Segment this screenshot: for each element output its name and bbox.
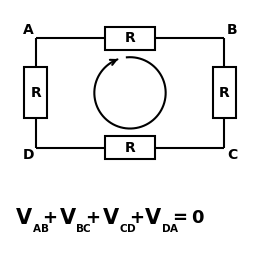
FancyBboxPatch shape <box>24 67 47 118</box>
Text: $\mathbf{V}$: $\mathbf{V}$ <box>59 208 77 228</box>
Text: $\mathbf{+}$: $\mathbf{+}$ <box>42 209 57 227</box>
FancyBboxPatch shape <box>105 27 155 50</box>
Text: $\mathbf{V}$: $\mathbf{V}$ <box>144 208 162 228</box>
Text: R: R <box>30 86 41 100</box>
Text: R: R <box>125 31 135 45</box>
Text: $\mathbf{V}$: $\mathbf{V}$ <box>15 208 33 228</box>
Text: $\mathbf{V}$: $\mathbf{V}$ <box>102 208 120 228</box>
FancyBboxPatch shape <box>213 67 236 118</box>
Text: $\mathbf{+}$: $\mathbf{+}$ <box>129 209 144 227</box>
Text: D: D <box>22 148 34 162</box>
Text: $\mathbf{= 0}$: $\mathbf{= 0}$ <box>170 209 205 227</box>
Text: $\mathbf{DA}$: $\mathbf{DA}$ <box>161 222 179 234</box>
Text: $\mathbf{BC}$: $\mathbf{BC}$ <box>75 222 92 234</box>
Text: C: C <box>227 148 237 162</box>
Text: $\mathbf{CD}$: $\mathbf{CD}$ <box>119 222 136 234</box>
FancyBboxPatch shape <box>105 136 155 159</box>
Text: A: A <box>23 24 34 38</box>
Text: $\mathbf{AB}$: $\mathbf{AB}$ <box>32 222 49 234</box>
Text: R: R <box>219 86 230 100</box>
Text: R: R <box>125 141 135 155</box>
Text: $\mathbf{+}$: $\mathbf{+}$ <box>85 209 101 227</box>
Text: B: B <box>227 24 237 38</box>
